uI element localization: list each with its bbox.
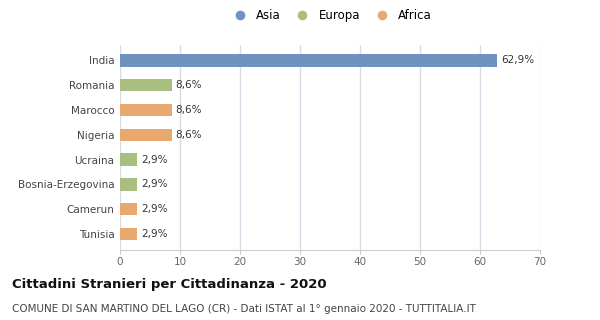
Bar bbox=[120, 153, 137, 166]
Bar bbox=[120, 79, 172, 91]
Bar bbox=[120, 228, 137, 240]
Bar bbox=[120, 129, 172, 141]
Text: 2,9%: 2,9% bbox=[141, 229, 167, 239]
Bar bbox=[120, 178, 137, 191]
Bar bbox=[120, 104, 172, 116]
Text: Cittadini Stranieri per Cittadinanza - 2020: Cittadini Stranieri per Cittadinanza - 2… bbox=[12, 278, 326, 292]
Text: COMUNE DI SAN MARTINO DEL LAGO (CR) - Dati ISTAT al 1° gennaio 2020 - TUTTITALIA: COMUNE DI SAN MARTINO DEL LAGO (CR) - Da… bbox=[12, 304, 476, 314]
Bar bbox=[120, 54, 497, 67]
Legend: Asia, Europa, Africa: Asia, Europa, Africa bbox=[224, 6, 436, 26]
Text: 2,9%: 2,9% bbox=[141, 204, 167, 214]
Text: 8,6%: 8,6% bbox=[175, 130, 202, 140]
Bar bbox=[120, 203, 137, 215]
Text: 62,9%: 62,9% bbox=[501, 55, 534, 65]
Text: 2,9%: 2,9% bbox=[141, 155, 167, 164]
Text: 8,6%: 8,6% bbox=[175, 80, 202, 90]
Text: 8,6%: 8,6% bbox=[175, 105, 202, 115]
Text: 2,9%: 2,9% bbox=[141, 180, 167, 189]
